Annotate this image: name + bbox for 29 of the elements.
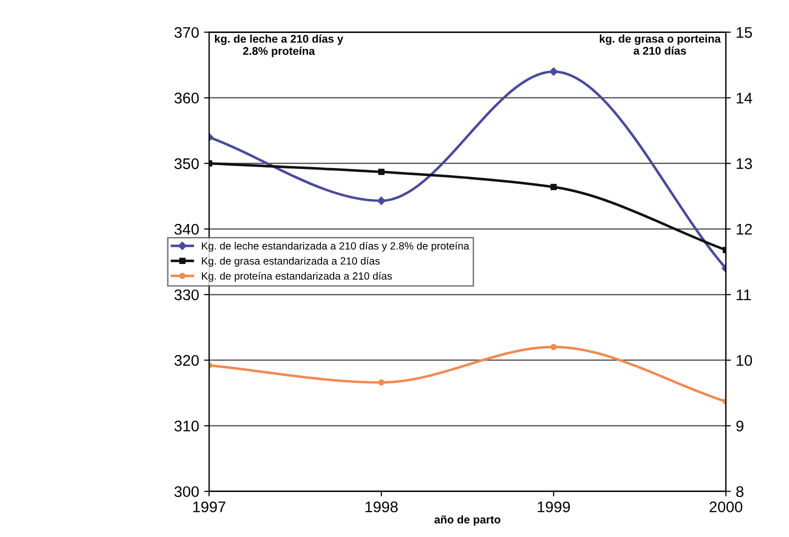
y-tick-label: 320 bbox=[174, 355, 199, 366]
y2-tick-label: 8 bbox=[736, 486, 744, 498]
y2-tick-label: 12 bbox=[736, 224, 752, 235]
y-tick-label: 350 bbox=[174, 158, 199, 170]
y-tick-label: 340 bbox=[174, 224, 199, 235]
x-tick-label: 2000 bbox=[710, 501, 742, 512]
y-axis-title: kg. de leche a 210 días y 2.8% proteína bbox=[215, 34, 344, 58]
legend-label: Kg. de grasa estandarizada a 210 días bbox=[202, 256, 380, 267]
y-tick-label: 330 bbox=[174, 289, 199, 300]
x-tick-label: 1997 bbox=[193, 501, 226, 512]
y2-tick-label: 10 bbox=[736, 355, 752, 366]
y2-tick-label: 14 bbox=[736, 92, 752, 104]
y-tick-label: 300 bbox=[174, 486, 199, 498]
y-tick-label: 360 bbox=[174, 92, 199, 104]
y2-tick-label: 11 bbox=[736, 290, 751, 300]
y-tick-label: 310 bbox=[174, 420, 199, 432]
x-tick-label: 1998 bbox=[366, 501, 398, 512]
x-axis-title: año de parto bbox=[434, 515, 500, 526]
point bbox=[378, 168, 384, 176]
legend-label: Kg. de leche estandarizada a 210 días y 2.8% de proteína bbox=[202, 242, 470, 252]
y2-tick-label: 9 bbox=[736, 420, 744, 432]
y2-axis-title: kg. de grasa o porteina a 210 días bbox=[600, 34, 721, 55]
y-tick-label: 370 bbox=[174, 27, 199, 38]
y2-tick-label: 15 bbox=[736, 27, 752, 38]
x-tick-label: 1999 bbox=[538, 501, 570, 512]
point bbox=[378, 379, 384, 386]
line-series bbox=[209, 344, 726, 405]
legend-label: Kg. de proteína estandarizada a 210 días bbox=[202, 272, 392, 282]
y2-tick-label: 13 bbox=[736, 158, 752, 170]
